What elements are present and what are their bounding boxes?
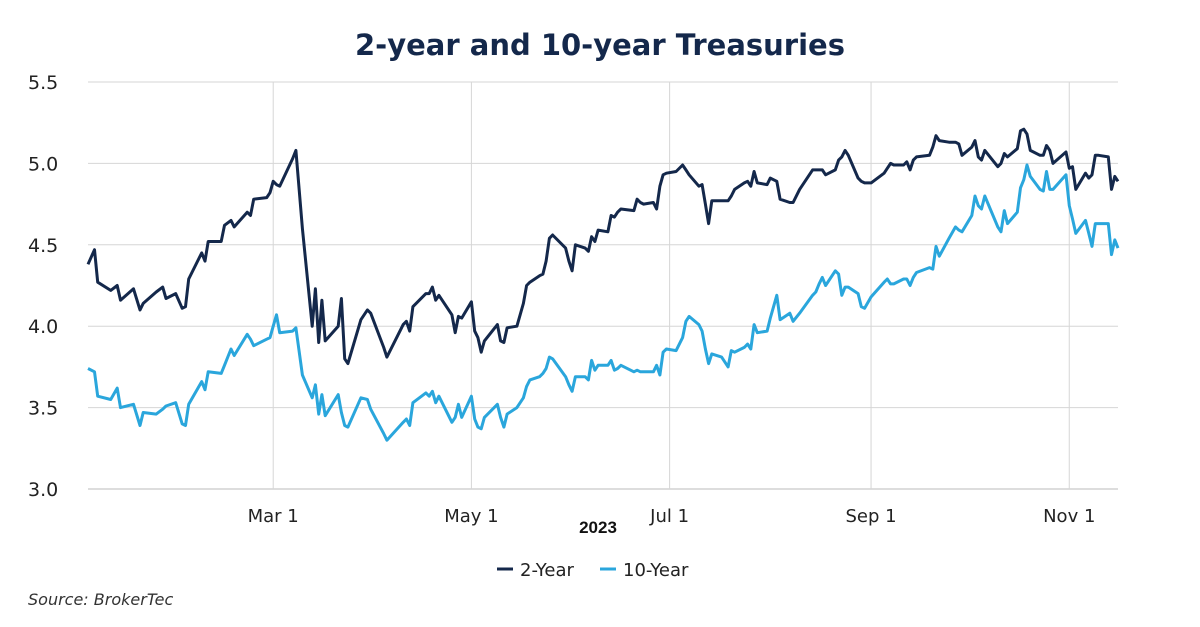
series-line-10-year (87, 163, 1120, 442)
x-tick-label: Sep 1 (846, 506, 897, 527)
series-lines (86, 127, 1120, 442)
chart-title: 2-year and 10-year Treasuries (355, 28, 845, 62)
y-tick-label: 4.0 (28, 316, 58, 338)
y-tick-label: 5.0 (28, 153, 58, 175)
x-tick-label: Mar 1 (248, 506, 299, 527)
legend-label-10-year: 10-Year (623, 560, 689, 581)
source-note: Source: BrokerTec (28, 590, 173, 609)
y-tick-label: 4.5 (28, 235, 58, 257)
y-axis-ticks: 3.0 3.5 4.0 4.5 5.0 5.5 (28, 72, 58, 501)
y-tick-label: 3.5 (28, 398, 58, 420)
gridlines (88, 81, 1118, 490)
x-axis-label: 2023 (579, 518, 617, 537)
x-tick-label: Jul 1 (649, 506, 689, 527)
legend-label-2-year: 2-Year (520, 560, 575, 581)
y-tick-label: 3.0 (28, 479, 58, 501)
series-line-2-year (86, 127, 1120, 366)
legend: 2-Year 10-Year (497, 560, 689, 581)
x-tick-label: Nov 1 (1043, 506, 1095, 527)
x-tick-label: May 1 (444, 506, 498, 527)
y-tick-label: 5.5 (28, 72, 58, 94)
x-axis-ticks: Mar 1 May 1 Jul 1 Sep 1 Nov 1 (248, 506, 1096, 527)
